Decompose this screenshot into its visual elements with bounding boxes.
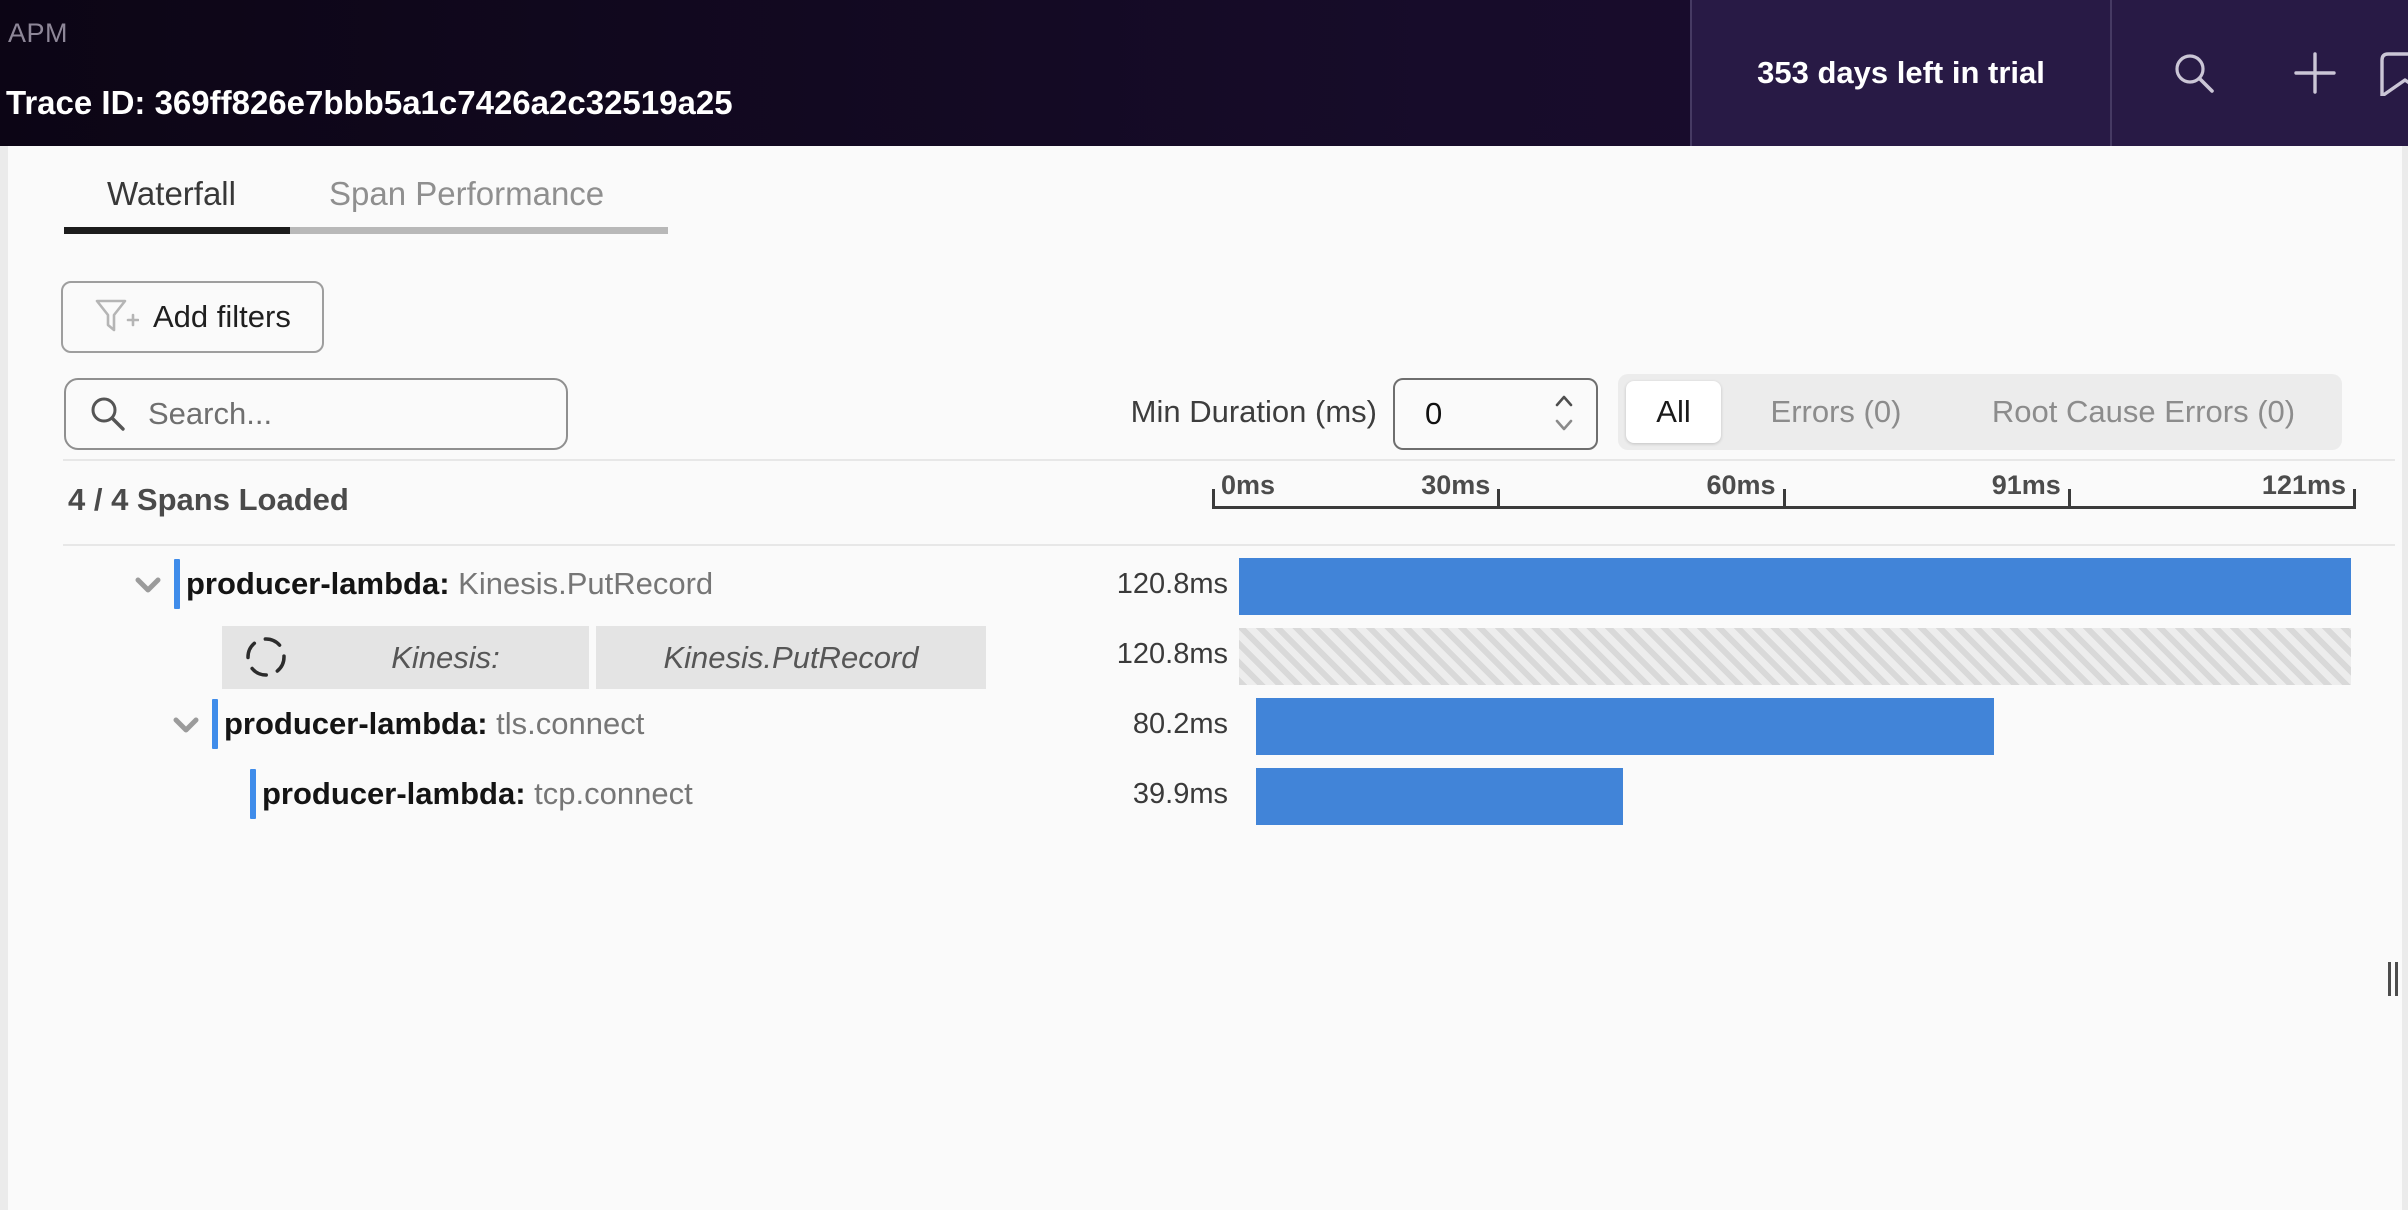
- axis-tick: [1782, 489, 1786, 509]
- filter-plus-icon: [95, 299, 140, 335]
- span-accent-bar: [174, 559, 180, 609]
- add-filters-label: Add filters: [153, 299, 291, 334]
- stepper-up-icon[interactable]: [1554, 394, 1574, 408]
- axis-tick: [1497, 489, 1501, 509]
- span-bar-pending[interactable]: [1239, 628, 2351, 685]
- pending-service-box: Kinesis:: [222, 626, 589, 689]
- axis-tick-label: 0ms: [1221, 470, 1276, 500]
- tab-inactive-underline: [290, 227, 668, 234]
- header-right-panel: 353 days left in trial: [1690, 0, 2408, 146]
- span-operation: tls.connect: [487, 706, 645, 741]
- filter-root-cause-button[interactable]: Root Cause Errors (0): [1991, 394, 2296, 429]
- left-gutter: [0, 146, 8, 1210]
- span-name: producer-lambda: tcp.connect: [262, 759, 693, 829]
- span-accent-bar: [250, 769, 256, 819]
- divider-top: [63, 459, 2395, 461]
- axis-tick-label: 30ms: [1421, 470, 1491, 500]
- pending-operation-box: Kinesis.PutRecord: [596, 626, 986, 689]
- span-duration: 120.8ms: [1116, 568, 1228, 600]
- waterfall-row[interactable]: producer-lambda: tcp.connect 39.9ms: [0, 759, 2408, 829]
- right-scroll-gutter[interactable]: [2402, 146, 2408, 1210]
- span-name: producer-lambda: tls.connect: [224, 689, 644, 759]
- waterfall-row[interactable]: Kinesis: Kinesis.PutRecord 120.8ms: [0, 619, 2408, 689]
- min-duration-label: Min Duration (ms): [1130, 394, 1377, 429]
- min-duration-value: 0: [1425, 396, 1443, 431]
- span-bar[interactable]: [1255, 768, 1623, 825]
- pending-operation-label: Kinesis.PutRecord: [663, 639, 919, 675]
- chevron-down-icon[interactable]: [173, 717, 199, 733]
- tab-active-underline: [64, 227, 290, 234]
- span-operation: tcp.connect: [525, 776, 693, 811]
- span-operation: Kinesis.PutRecord: [449, 566, 714, 601]
- tab-waterfall[interactable]: Waterfall: [107, 175, 236, 212]
- divider-below-axis: [63, 544, 2395, 546]
- min-duration-input[interactable]: 0: [1393, 378, 1598, 450]
- bookmark-icon[interactable]: [2378, 50, 2408, 96]
- span-accent-bar: [212, 699, 218, 749]
- span-service: producer-lambda:: [224, 706, 488, 741]
- span-name: producer-lambda: Kinesis.PutRecord: [186, 549, 713, 619]
- loading-spinner-icon: [244, 635, 288, 679]
- stepper-down-icon[interactable]: [1554, 418, 1574, 432]
- app-label: APM: [8, 18, 69, 48]
- axis-tick: [2353, 489, 2356, 509]
- span-duration: 39.9ms: [1132, 778, 1228, 810]
- filter-errors-button[interactable]: Errors (0): [1770, 394, 1902, 429]
- search-icon[interactable]: [2171, 50, 2217, 96]
- axis-tick-label: 121ms: [2261, 470, 2346, 500]
- waterfall-row[interactable]: producer-lambda: Kinesis.PutRecord 120.8m…: [0, 549, 2408, 619]
- pending-service-label: Kinesis:: [391, 639, 500, 675]
- spans-loaded-count: 4 / 4 Spans Loaded: [68, 482, 349, 517]
- search-input[interactable]: [146, 395, 530, 433]
- error-filter-group: All Errors (0) Root Cause Errors (0): [1618, 374, 2342, 450]
- plus-icon[interactable]: [2292, 50, 2338, 96]
- filter-all-button[interactable]: All: [1626, 381, 1721, 443]
- span-service: producer-lambda:: [262, 776, 526, 811]
- axis-tick-label: 91ms: [1991, 470, 2061, 500]
- axis-tick-label: 60ms: [1706, 470, 1776, 500]
- span-duration: 120.8ms: [1116, 638, 1228, 670]
- chevron-down-icon[interactable]: [135, 577, 161, 593]
- header-icons: [2110, 0, 2408, 146]
- span-bar[interactable]: [1255, 698, 1994, 755]
- trial-days-badge[interactable]: 353 days left in trial: [1757, 55, 2045, 90]
- axis-tick: [1212, 489, 1215, 509]
- waterfall-row[interactable]: producer-lambda: tls.connect 80.2ms: [0, 689, 2408, 759]
- search-input-icon: [91, 397, 125, 431]
- search-box: [64, 378, 568, 450]
- add-filters-button[interactable]: Add filters: [61, 281, 324, 353]
- trace-id: Trace ID: 369ff826e7bbb5a1c7426a2c32519a…: [6, 84, 733, 121]
- tab-span-performance[interactable]: Span Performance: [329, 175, 605, 212]
- span-service: producer-lambda:: [186, 566, 450, 601]
- top-header: APM Trace ID: 369ff826e7bbb5a1c7426a2c32…: [0, 0, 2408, 146]
- panel-resize-handle[interactable]: [2386, 962, 2400, 996]
- axis-tick: [2067, 489, 2071, 509]
- span-bar[interactable]: [1239, 558, 2351, 615]
- span-duration: 80.2ms: [1132, 708, 1228, 740]
